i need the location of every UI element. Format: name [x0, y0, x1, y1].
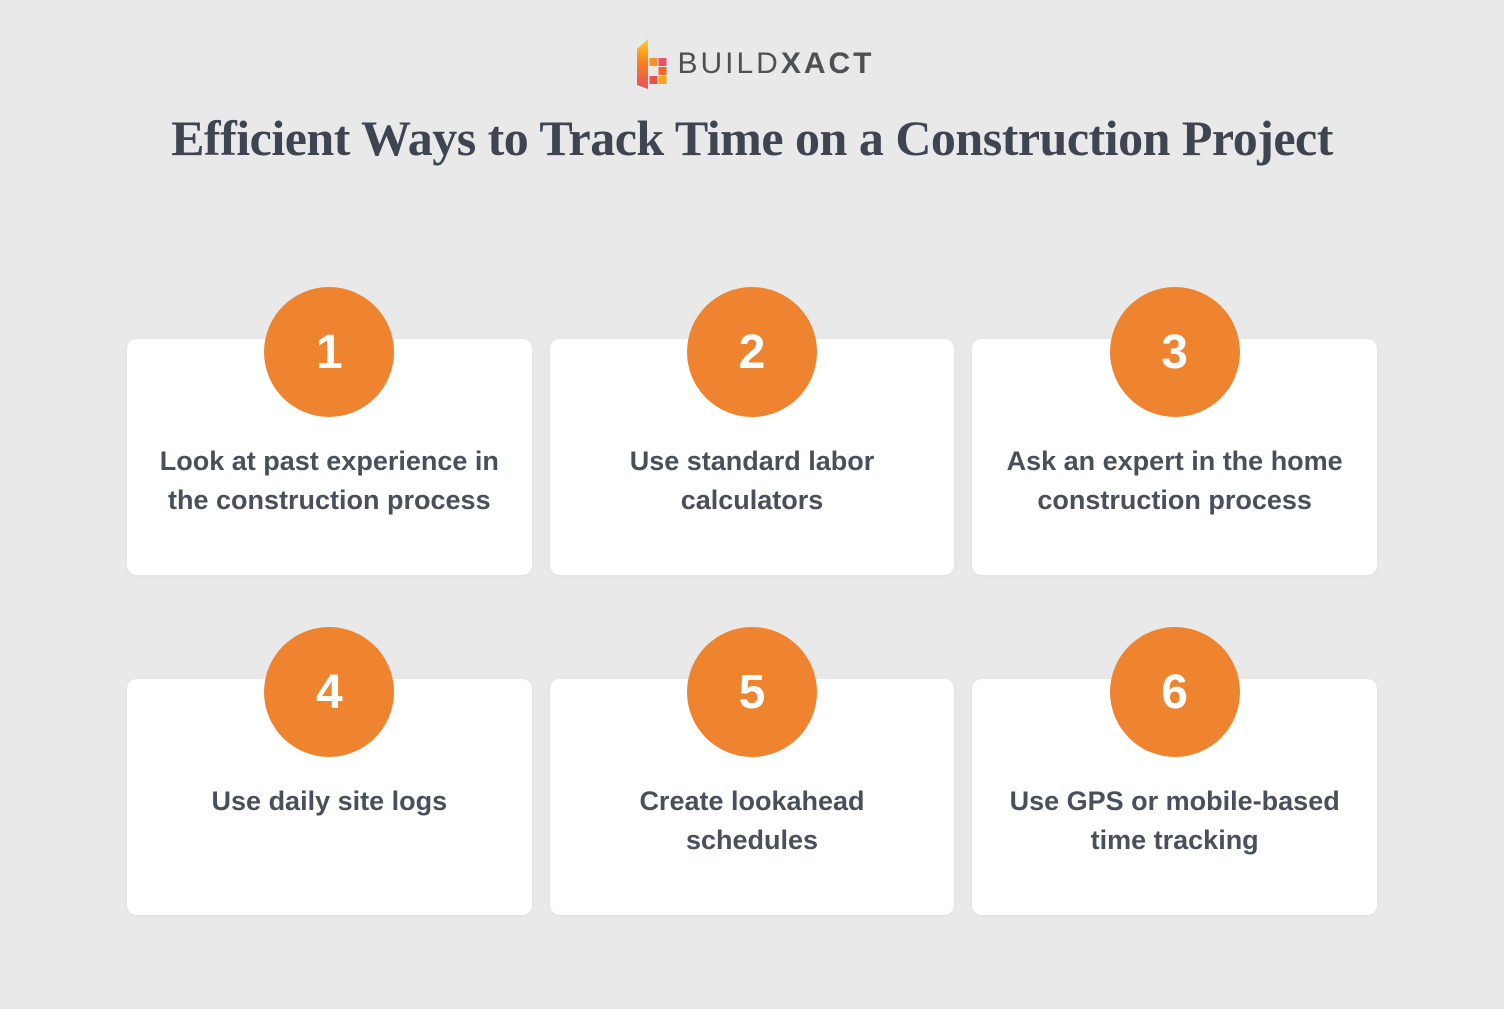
step-number-badge: 5	[686, 627, 817, 757]
step-cell-4: 4 Use daily site logs	[127, 627, 532, 915]
step-cell-2: 2 Use standard labor calculators	[549, 287, 955, 575]
page-title: Efficient Ways to Track Time on a Constr…	[171, 110, 1333, 166]
step-label: Ask an expert in the home construction p…	[1006, 446, 1343, 515]
step-cell-1: 1 Look at past experience in the constru…	[127, 287, 532, 575]
steps-grid: 1 Look at past experience in the constru…	[127, 287, 1377, 915]
step-label: Create lookahead schedules	[639, 786, 865, 855]
logo-wordmark-suffix: XACT	[780, 47, 875, 80]
step-number-badge: 2	[686, 287, 817, 417]
step-number-badge: 3	[1109, 287, 1240, 417]
step-cell-5: 5 Create lookahead schedules	[549, 627, 955, 915]
step-label: Use daily site logs	[211, 786, 448, 816]
step-label: Use GPS or mobile-based time tracking	[1009, 786, 1340, 855]
step-number-badge: 6	[1109, 627, 1240, 757]
step-label: Use standard labor calculators	[629, 446, 875, 515]
logo-wordmark-prefix: BUILD	[677, 47, 781, 80]
step-cell-6: 6 Use GPS or mobile-based time tracking	[972, 627, 1377, 915]
logo-wordmark: BUILDXACT	[677, 47, 874, 81]
buildxact-b-icon	[637, 39, 667, 89]
step-label: Look at past experience in the construct…	[159, 446, 499, 515]
header: BUILDXACT Efficient Ways to Track Time o…	[0, 0, 1504, 168]
step-number-badge: 4	[264, 627, 395, 757]
step-card: Ask an expert in the home construction p…	[972, 339, 1377, 575]
step-number-badge: 1	[264, 287, 395, 417]
step-cell-3: 3 Ask an expert in the home construction…	[972, 287, 1377, 575]
buildxact-logo: BUILDXACT	[0, 36, 1504, 92]
step-card: Create lookahead schedules	[549, 679, 955, 915]
